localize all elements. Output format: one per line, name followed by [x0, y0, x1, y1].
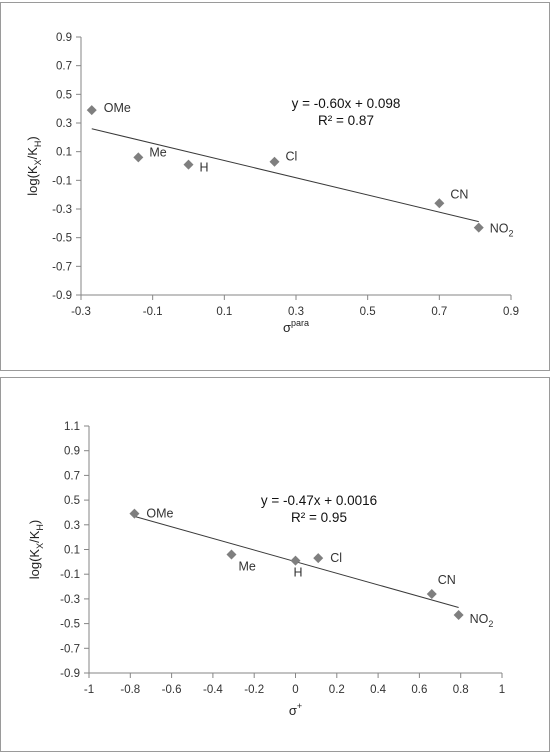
chart-sigma-para: -0.9 -0.7 -0.5 -0.3 -0.1 0.1 0.3 0.5 0.7 0.9 -0.3 -…	[25, 32, 519, 335]
y-tick-label: 0.5	[64, 495, 80, 507]
point-label-cn: CN	[450, 187, 468, 201]
y-tick-label: -0.3	[60, 594, 80, 606]
y-tick-label: 0.7	[64, 470, 80, 482]
chart-panel-sigma-para: -0.9 -0.7 -0.5 -0.3 -0.1 0.1 0.3 0.5 0.7 0.9 -0.3 -…	[0, 2, 550, 371]
x-tick-label: 0.1	[216, 306, 232, 318]
y-tick-label: 0.3	[56, 118, 72, 130]
r-squared-label: R² = 0.95	[291, 510, 347, 525]
data-point-me	[133, 152, 144, 163]
x-tick-label: -0.4	[203, 684, 223, 696]
x-axis-title: σpara	[283, 318, 309, 335]
y-axis-title: log(KX/KH)	[25, 136, 43, 196]
y-tick-label: -0.1	[52, 175, 72, 187]
y-tick-label: -0.5	[60, 619, 80, 631]
data-point-no2	[473, 222, 484, 233]
data-point-h	[183, 159, 194, 170]
x-tick-label: 0.5	[360, 306, 376, 318]
x-tick-label: -0.1	[143, 306, 163, 318]
x-tick-label: -0.3	[71, 306, 91, 318]
point-label-ome: OMe	[146, 507, 173, 521]
y-tick-label: 0.5	[56, 89, 72, 101]
x-tick-label: 0.9	[503, 306, 519, 318]
x-tick-label: 0.2	[329, 684, 345, 696]
x-tick-label: -0.6	[162, 684, 182, 696]
trendline-equation: y = -0.60x + 0.098	[292, 96, 401, 111]
trendline-equation: y = -0.47x + 0.0016	[261, 493, 377, 508]
x-tick-label: 0.4	[370, 684, 387, 696]
y-tick-label: 0.9	[64, 446, 80, 458]
y-tick-label: -0.9	[60, 668, 80, 680]
point-label-cl: Cl	[286, 150, 298, 164]
y-tick-label: -0.3	[52, 204, 72, 216]
point-label-me: Me	[238, 559, 255, 573]
point-label-h: H	[200, 161, 209, 175]
y-tick-label: -0.9	[52, 290, 72, 302]
x-tick-label: -0.8	[120, 684, 140, 696]
y-tick-label: 1.1	[64, 421, 80, 433]
point-label-cl: Cl	[330, 551, 342, 565]
y-tick-label: 0.1	[56, 147, 72, 159]
y-tick-label: -0.5	[52, 233, 72, 245]
data-point-cn	[434, 198, 445, 209]
y-tick-label: -0.1	[60, 569, 80, 581]
x-tick-label: 0.7	[431, 306, 447, 318]
data-point-me	[226, 549, 237, 560]
point-label-cn: CN	[438, 573, 456, 587]
x-tick-label: 0.6	[411, 684, 427, 696]
x-tick-label: 0.8	[453, 684, 469, 696]
r-squared-label: R² = 0.87	[318, 113, 374, 128]
y-tick-label: 0.7	[56, 61, 72, 73]
data-point-ome	[86, 105, 97, 116]
x-axis-title: σ+	[289, 701, 302, 718]
x-tick-label: -0.2	[244, 684, 264, 696]
data-point-no2	[453, 609, 464, 620]
y-axis-title: log(KX/KH)	[27, 520, 45, 580]
data-point-cl	[269, 156, 280, 167]
chart-sigma-plus: -0.9 -0.7 -0.5 -0.3 -0.1 0.1 0.3 0.5 0.7 0.9 1.1 -1…	[27, 421, 505, 718]
x-tick-label: 0	[292, 684, 298, 696]
y-tick-label: -0.7	[60, 643, 80, 655]
point-label-me: Me	[149, 145, 166, 159]
data-point-ome	[129, 508, 140, 519]
x-tick-label: -1	[84, 684, 94, 696]
point-label-ome: OMe	[104, 101, 131, 115]
data-point-h	[290, 555, 301, 566]
data-point-cn	[426, 588, 437, 599]
x-tick-label: 1	[499, 684, 505, 696]
y-tick-label: 0.1	[64, 545, 80, 557]
y-tick-label: 0.3	[64, 520, 80, 532]
point-label-no2: NO2	[470, 612, 494, 629]
y-tick-label: -0.7	[52, 261, 72, 273]
y-tick-label: 0.9	[56, 32, 72, 44]
trendline	[91, 128, 479, 223]
data-point-cl	[313, 553, 324, 564]
chart-panel-sigma-plus: -0.9 -0.7 -0.5 -0.3 -0.1 0.1 0.3 0.5 0.7 0.9 1.1 -1…	[0, 377, 550, 752]
point-label-no2: NO2	[490, 222, 514, 239]
point-label-h: H	[294, 566, 303, 580]
x-tick-label: 0.3	[288, 306, 304, 318]
